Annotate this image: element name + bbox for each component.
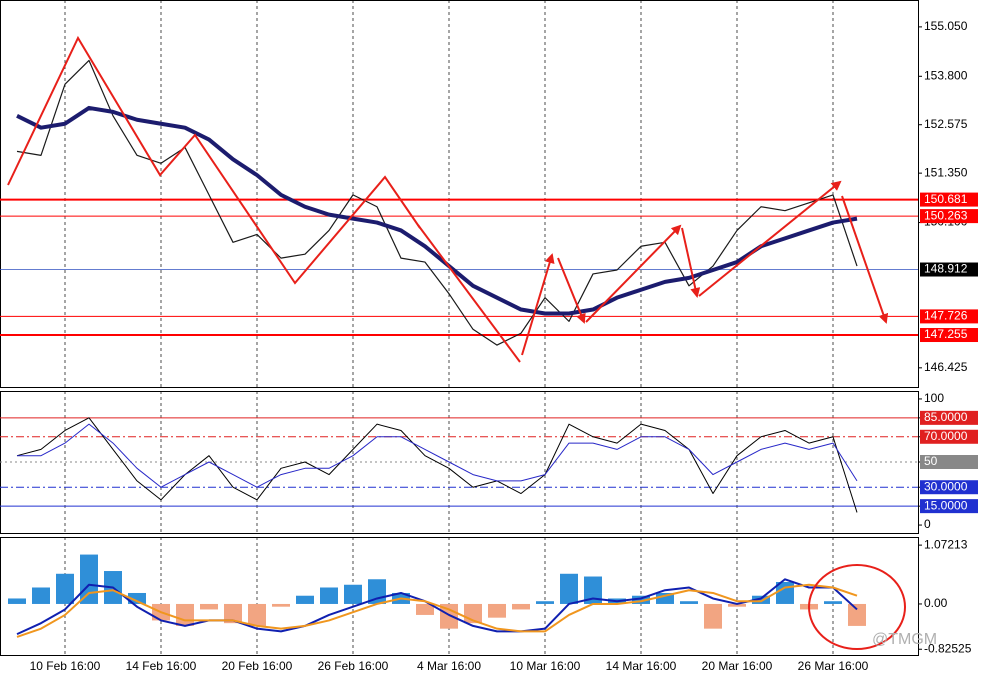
x-tick-label: 20 Mar 16:00 [702, 659, 773, 673]
level-label: 147.726 [924, 309, 968, 323]
arrow [557, 257, 586, 324]
histogram-bar [32, 587, 50, 604]
series-line [16, 417, 858, 513]
y-tick-label: -0.82525 [924, 641, 972, 655]
histogram-bar [56, 573, 74, 604]
y-tick-label: 1.07213 [924, 537, 968, 551]
level-label-box [920, 499, 978, 514]
arrow [841, 195, 889, 324]
level-label-box [920, 209, 978, 224]
histogram-bar [248, 603, 266, 626]
level-label: 148.912 [924, 262, 968, 276]
histogram-bar [320, 587, 338, 604]
zigzag [7, 35, 421, 285]
y-tick-label: 152.575 [924, 117, 968, 131]
level-label-box [920, 410, 978, 425]
y-tick-label: 30.0000 [924, 479, 968, 493]
histogram-bar [680, 601, 698, 604]
level-label-box [920, 262, 978, 277]
annotations [7, 35, 906, 650]
x-tick-label: 26 Mar 16:00 [798, 659, 869, 673]
highlight-circle [808, 564, 906, 650]
series-line [16, 583, 858, 638]
y-tick-label: 0.00 [924, 596, 948, 610]
histogram-bar [656, 592, 674, 604]
x-tick-label: 26 Feb 16:00 [318, 659, 389, 673]
histogram-bar [848, 603, 866, 626]
series-line [17, 423, 858, 488]
zigzag [417, 224, 521, 363]
histogram-bar [440, 603, 458, 629]
histogram-bar [200, 603, 218, 610]
histogram-bar [272, 603, 290, 607]
histogram-bar [344, 584, 362, 604]
x-tick-label: 14 Feb 16:00 [126, 659, 197, 673]
y-tick-label: 85.0000 [924, 410, 968, 424]
histogram-bar [224, 603, 242, 624]
level-label-box [920, 192, 978, 207]
x-tick-label: 10 Mar 16:00 [510, 659, 581, 673]
histogram-bar [824, 601, 842, 604]
histogram-bar [536, 601, 554, 604]
histogram-bar [80, 554, 98, 604]
arrow [585, 224, 682, 323]
level-label: 150.681 [924, 192, 968, 206]
histogram-bar [704, 603, 722, 629]
y-tick-label: 0 [924, 517, 931, 531]
histogram-bar [176, 603, 194, 626]
x-tick-label: 4 Mar 16:00 [417, 659, 481, 673]
series-line [16, 105, 858, 316]
arrow [681, 227, 701, 298]
histogram-bar [296, 595, 314, 604]
arrow [698, 180, 842, 297]
x-tick-label: 20 Feb 16:00 [222, 659, 293, 673]
panel-frame [0, 0, 919, 388]
histogram-bar [8, 598, 26, 604]
y-tick-label: 146.425 [924, 360, 968, 374]
series-line [16, 578, 858, 636]
histogram-bar [752, 595, 770, 604]
y-tick-label: 15.0000 [924, 498, 968, 512]
x-tick-label: 10 Feb 16:00 [30, 659, 101, 673]
histogram-bar [584, 576, 602, 604]
histogram-bar [728, 603, 746, 607]
histogram-bar [512, 603, 530, 610]
histogram-bar [416, 603, 434, 615]
x-tick-label: 14 Mar 16:00 [606, 659, 677, 673]
y-tick-label: 153.800 [924, 68, 968, 82]
histogram-bar [488, 603, 506, 618]
histogram-bar [128, 592, 146, 604]
y-tick-label: 50 [924, 454, 938, 468]
level-label: 150.263 [924, 208, 968, 222]
level-label-box [920, 429, 978, 444]
y-tick-label: 155.050 [924, 19, 968, 33]
panel-frame [0, 537, 919, 656]
level-label-box [920, 480, 978, 495]
arrow [521, 253, 555, 356]
y-tick-label: 100 [924, 391, 944, 405]
histogram-bar [632, 595, 650, 604]
histogram-bar [560, 573, 578, 604]
y-tick-label: 151.350 [924, 165, 968, 179]
level-label-box [920, 309, 978, 324]
level-label-box [920, 328, 978, 343]
level-label: 147.255 [924, 327, 968, 341]
watermark: @TMGM [872, 631, 937, 648]
y-tick-label: 70.0000 [924, 429, 968, 443]
level-label-box [920, 455, 978, 469]
series-line [16, 59, 858, 346]
